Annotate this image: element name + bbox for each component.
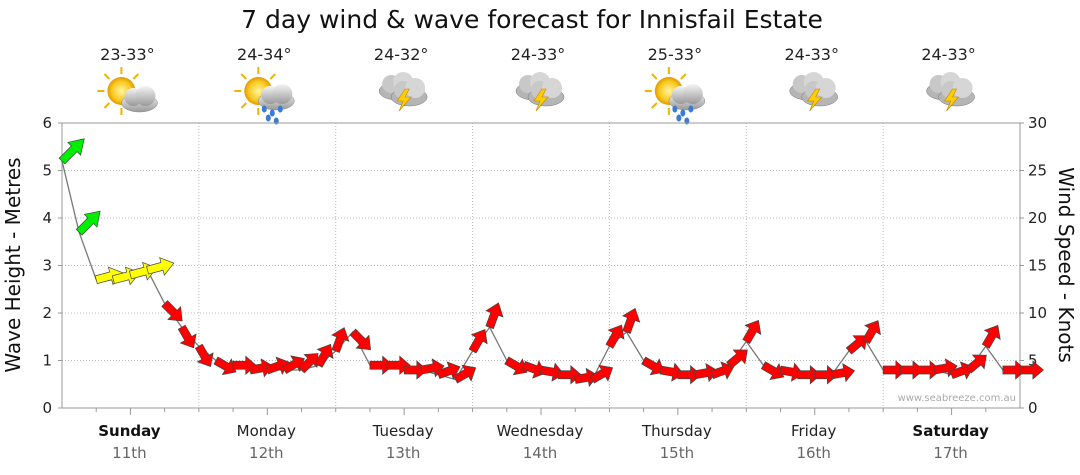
sun-cloud-icon [96, 66, 158, 116]
day-date: 17th [933, 444, 967, 462]
day-name: Wednesday [497, 422, 584, 440]
day-name: Saturday [912, 422, 989, 440]
wind-arrow [161, 300, 183, 322]
wind-arrow [468, 329, 488, 354]
wind-arrow [814, 364, 839, 385]
wind-arrow [899, 360, 924, 380]
wind-arrow [213, 356, 237, 376]
wind-arrow [622, 307, 641, 334]
wind-arrow [830, 362, 856, 383]
watermark: www.seabreeze.com.au [898, 393, 1016, 404]
wind-arrow [917, 360, 941, 380]
day-temp-range: 24-34° [237, 45, 292, 64]
wind-arrow [1019, 360, 1044, 380]
sun-rain-icon [233, 66, 295, 125]
wind-arrow [369, 355, 394, 376]
day-temp-range: 24-32° [374, 45, 429, 64]
wind-arrow [436, 361, 461, 380]
wind-arrow [760, 361, 785, 380]
day-name: Tuesday [372, 422, 434, 440]
wind-arrow [403, 360, 428, 380]
y-axis-label: Wave Height - Metres [1, 157, 25, 372]
y-tick-label: 2 [42, 304, 52, 322]
sun-rain-icon [643, 66, 706, 125]
y2-tick-label: 20 [1028, 209, 1047, 227]
day-name: Monday [237, 422, 296, 440]
wind-arrow [314, 343, 334, 368]
day-date: 13th [386, 444, 420, 462]
wind-arrow [452, 364, 477, 384]
wind-arrow [504, 356, 528, 376]
wind-arrow [194, 343, 214, 367]
wind-arrow [605, 324, 625, 349]
wind-arrow [965, 354, 987, 374]
y2-tick-label: 30 [1028, 114, 1047, 132]
day-name: Sunday [98, 422, 161, 440]
y-tick-label: 1 [42, 352, 52, 370]
y-tick-label: 5 [42, 162, 52, 180]
wind-arrow [981, 324, 1001, 349]
wind-arrow [797, 364, 822, 385]
storm-icon [926, 71, 976, 112]
wave-height-line [61, 160, 1020, 381]
y-tick-label: 6 [42, 114, 52, 132]
wind-arrow [146, 257, 175, 276]
storm-icon [378, 71, 428, 112]
wind-arrow [677, 364, 702, 385]
day-date: 14th [523, 444, 557, 462]
wind-arrow [522, 360, 547, 379]
day-name: Friday [791, 422, 837, 440]
wind-arrow [1002, 360, 1027, 380]
wind-arrow [710, 361, 735, 380]
wind-arrow [589, 364, 614, 384]
day-temp-range: 23-33° [100, 45, 155, 64]
wind-arrow [331, 327, 350, 353]
wind-arrow [177, 324, 197, 349]
wind-arrow [641, 356, 665, 376]
y-tick-label: 3 [42, 257, 52, 275]
chart-title: 7 day wind & wave forecast for Innisfail… [241, 5, 823, 34]
y2-tick-label: 10 [1028, 304, 1047, 322]
day-temp-range: 24-33° [921, 45, 976, 64]
day-temp-range: 25-33° [648, 45, 703, 64]
wind-arrow [726, 349, 748, 369]
wind-arrow [845, 335, 868, 355]
y2-tick-label: 0 [1028, 399, 1038, 417]
day-temp-range: 24-33° [784, 45, 839, 64]
wind-arrow [742, 319, 762, 344]
wind-arrow [485, 302, 504, 330]
y2-axis-label: Wind Speed - Knots [1054, 167, 1078, 363]
wind-arrow [862, 320, 881, 344]
y2-tick-label: 25 [1028, 162, 1047, 180]
day-date: 16th [796, 444, 830, 462]
wind-arrow [349, 328, 372, 351]
y2-tick-label: 15 [1028, 257, 1047, 275]
day-name: Thursday [641, 422, 712, 440]
wind-arrow [58, 138, 85, 165]
wind-arrow [75, 210, 101, 236]
storm-icon [789, 71, 839, 112]
storm-icon [515, 71, 565, 112]
day-temp-range: 24-33° [511, 45, 566, 64]
day-date: 12th [249, 444, 283, 462]
y-tick-label: 4 [42, 209, 52, 227]
day-date: 15th [660, 444, 694, 462]
day-date: 11th [112, 444, 146, 462]
wind-arrow [882, 360, 907, 380]
y-tick-label: 0 [42, 399, 52, 417]
